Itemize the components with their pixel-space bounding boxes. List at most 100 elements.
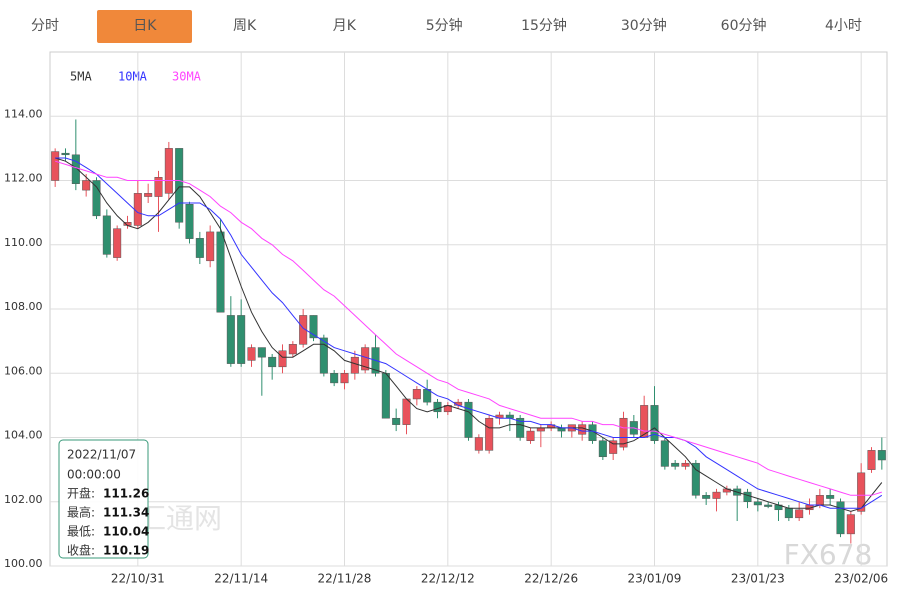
y-tick-label: 104.00 <box>4 429 43 442</box>
candle-body <box>102 215 111 255</box>
candle-body <box>175 148 184 223</box>
y-tick-label: 100.00 <box>4 557 43 570</box>
ma-line <box>55 157 883 512</box>
candle-body <box>247 347 256 361</box>
x-tick-label: 23/02/06 <box>834 572 888 586</box>
x-tick-label: 22/12/12 <box>421 572 475 586</box>
candle-body <box>671 462 680 467</box>
candle-body <box>433 401 442 413</box>
candle-body <box>71 154 80 184</box>
tooltip-label: 收盘: <box>67 543 95 558</box>
candle-body <box>660 440 669 467</box>
x-tick-label: 22/12/26 <box>524 572 578 586</box>
ma-line <box>55 160 882 496</box>
ma-line <box>55 157 883 509</box>
tooltip: 2022/11/07 00:00:00 开盘: 111.26 最高: 111.34 最低: 1… <box>58 439 149 559</box>
candle-body <box>144 193 153 197</box>
y-tick-label: 110.00 <box>4 236 43 249</box>
candle-body <box>164 148 173 194</box>
tab[interactable]: 4小时 <box>825 18 862 34</box>
candle-body <box>402 398 411 425</box>
candle-body <box>154 177 163 197</box>
candle-body <box>609 440 618 454</box>
candle-body <box>464 401 473 438</box>
x-tick-label: 23/01/09 <box>628 572 682 586</box>
active-tab-bg <box>97 10 192 43</box>
candle-body <box>867 450 876 470</box>
tab[interactable]: 月K <box>333 18 357 34</box>
legend-10ma: 10MA <box>118 70 148 84</box>
tooltip-box <box>58 439 149 559</box>
candle-body <box>195 238 204 258</box>
tab[interactable]: 5分钟 <box>426 17 463 34</box>
candle-body <box>619 417 628 448</box>
candle-body <box>51 151 60 181</box>
watermark: 汇通网 <box>138 502 222 535</box>
candle-body <box>257 347 266 358</box>
candle-body <box>288 344 297 355</box>
y-tick-label: 106.00 <box>4 364 43 377</box>
candle-body <box>392 417 401 425</box>
tooltip-date: 2022/11/07 <box>67 448 136 462</box>
x-tick-label: 22/10/31 <box>111 572 165 586</box>
candle-body <box>226 315 235 364</box>
candle-body <box>82 180 91 191</box>
tab[interactable]: 分时 <box>31 18 59 34</box>
candle-body <box>846 514 855 535</box>
candle-body <box>350 356 359 374</box>
candle-body <box>712 491 721 499</box>
candle-body <box>309 315 318 339</box>
candle-body <box>516 417 525 438</box>
tab[interactable]: 60分钟 <box>721 17 767 34</box>
legend-30ma: 30MA <box>172 70 202 84</box>
candle-body <box>330 373 339 384</box>
candle-body <box>216 231 225 313</box>
candle-body <box>412 389 421 400</box>
grid <box>50 52 887 567</box>
candle-body <box>857 472 866 512</box>
tooltip-label: 开盘: <box>67 486 95 501</box>
candle-body <box>340 373 349 384</box>
tooltip-value: 111.26 <box>103 487 149 501</box>
y-tick-label: 102.00 <box>4 493 43 506</box>
candle-body <box>877 450 886 461</box>
candle-body <box>815 495 824 506</box>
tooltip-label: 最高: <box>67 505 95 520</box>
tab[interactable]: 30分钟 <box>621 17 667 34</box>
candle-body <box>836 501 845 535</box>
candle-body <box>691 462 700 496</box>
candle-body <box>61 152 70 156</box>
tooltip-time: 00:00:00 <box>67 468 121 482</box>
candle-body <box>113 228 122 258</box>
tab[interactable]: 周K <box>233 18 257 34</box>
candle-body <box>743 491 752 502</box>
y-tick-label: 114.00 <box>4 107 43 120</box>
tooltip-value: 110.04 <box>103 525 149 539</box>
candle-body <box>485 417 494 451</box>
candle-body <box>185 204 194 239</box>
candle-body <box>381 373 390 419</box>
candle-body <box>753 501 762 506</box>
candle-body <box>319 337 328 374</box>
candle-body <box>206 231 215 262</box>
candle-body <box>784 507 793 519</box>
x-tick-label: 22/11/28 <box>318 572 372 586</box>
candle-body <box>133 193 142 226</box>
candle-body <box>764 504 773 507</box>
candle-body <box>474 437 483 451</box>
candle-body <box>681 462 690 467</box>
legend-5ma: 5MA <box>70 70 92 84</box>
candle-body <box>650 405 659 441</box>
candle-body <box>598 440 607 458</box>
x-tick-label: 23/01/23 <box>731 572 785 586</box>
candle-body <box>578 424 587 435</box>
tooltip-value: 110.19 <box>103 544 149 558</box>
candle-body <box>826 495 835 499</box>
tab[interactable]: 日K <box>133 18 157 34</box>
candle-body <box>278 350 287 368</box>
tab[interactable]: 15分钟 <box>521 17 567 34</box>
y-tick-label: 112.00 <box>4 172 43 185</box>
candle-body <box>299 315 308 345</box>
candle-body <box>526 430 535 441</box>
